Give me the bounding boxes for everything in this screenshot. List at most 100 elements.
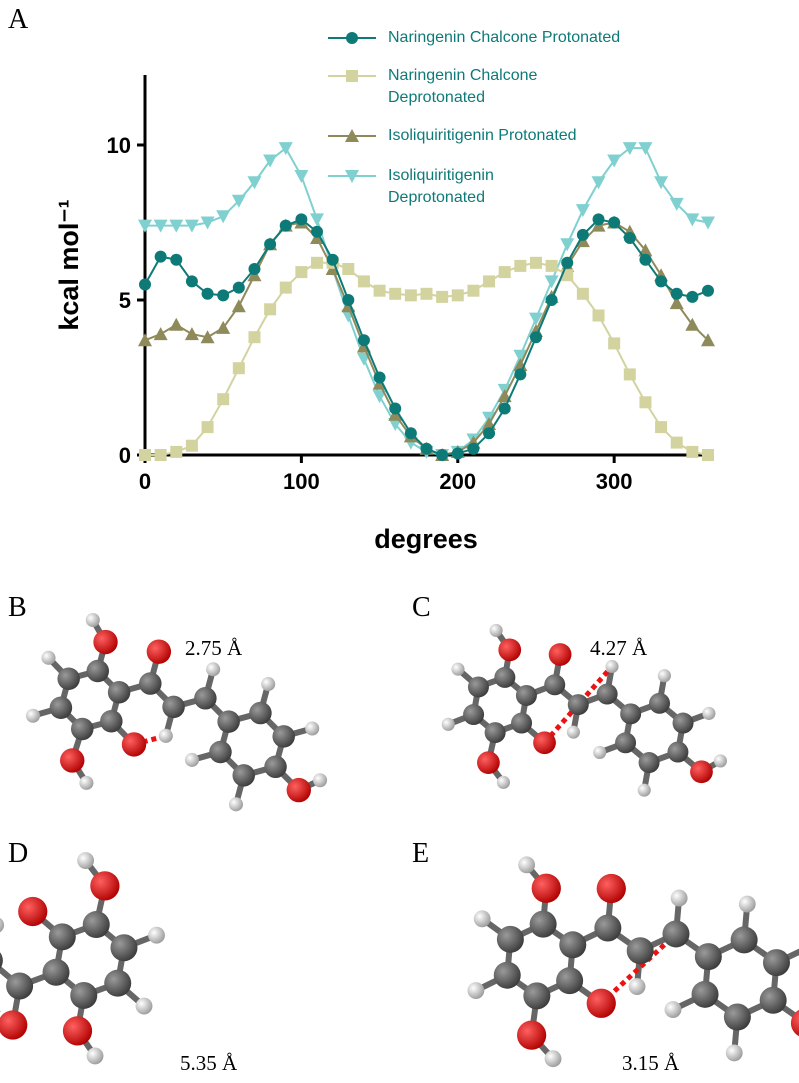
x-axis-label: degrees — [374, 524, 478, 554]
marker — [346, 70, 358, 82]
atom — [261, 677, 276, 692]
atom — [730, 926, 758, 954]
series — [139, 213, 714, 461]
marker — [686, 445, 699, 458]
y-tick-label: 5 — [119, 288, 131, 313]
atom — [264, 755, 287, 779]
marker — [345, 170, 359, 183]
atom — [0, 917, 5, 933]
marker — [342, 263, 355, 275]
atom — [18, 896, 48, 927]
atom — [62, 1016, 93, 1046]
atom — [672, 712, 694, 734]
atom — [515, 684, 537, 706]
atom — [305, 721, 320, 736]
marker — [670, 436, 683, 449]
atom — [690, 760, 713, 784]
marker — [655, 421, 668, 434]
atom — [286, 777, 311, 803]
marker — [154, 250, 167, 263]
marker — [295, 213, 308, 226]
atom — [209, 740, 232, 764]
atom — [249, 701, 272, 725]
marker — [608, 337, 621, 350]
atom — [90, 871, 120, 901]
atom — [77, 852, 95, 869]
marker — [311, 225, 324, 238]
atom — [85, 612, 100, 628]
atom — [738, 895, 756, 913]
atom — [232, 764, 255, 787]
marker — [247, 176, 262, 190]
marker — [655, 275, 668, 288]
marker — [263, 154, 278, 168]
atom — [567, 694, 589, 716]
atom — [593, 745, 607, 759]
marker — [670, 287, 683, 300]
marker — [607, 154, 622, 168]
panel-label: E — [412, 838, 429, 869]
marker — [451, 289, 464, 302]
atom — [626, 937, 654, 965]
marker — [483, 275, 496, 288]
marker — [217, 393, 230, 406]
marker — [231, 194, 246, 208]
atom — [158, 728, 173, 743]
marker — [138, 333, 152, 347]
marker — [169, 317, 184, 331]
atom — [0, 1010, 28, 1040]
x-tick-label: 100 — [283, 469, 320, 494]
series-line — [144, 218, 709, 457]
marker — [420, 442, 433, 455]
marker — [592, 213, 605, 226]
marker — [295, 266, 308, 279]
marker — [467, 442, 480, 455]
marker — [545, 259, 558, 272]
atom — [662, 920, 690, 948]
legend-key — [328, 32, 376, 44]
x-tick-label: 0 — [139, 469, 151, 494]
atom — [544, 1050, 562, 1068]
atom — [146, 639, 172, 664]
atom — [86, 659, 110, 683]
marker — [545, 294, 558, 306]
atom — [451, 662, 465, 676]
atom — [596, 683, 618, 705]
marker — [514, 259, 527, 272]
marker — [389, 402, 402, 415]
marker — [311, 256, 324, 269]
distance-line — [542, 664, 614, 745]
atom — [6, 972, 34, 1000]
atom — [93, 629, 118, 655]
marker — [560, 238, 575, 252]
marker — [686, 290, 699, 303]
marker — [404, 427, 417, 440]
marker — [685, 213, 700, 227]
marker — [357, 275, 370, 288]
atom — [670, 889, 688, 907]
atom — [494, 666, 516, 688]
atom — [605, 659, 619, 674]
marker — [373, 284, 386, 297]
atom — [586, 988, 616, 1018]
marker — [278, 142, 293, 156]
marker — [279, 219, 292, 232]
marker — [139, 449, 151, 461]
atom — [657, 669, 671, 683]
marker — [669, 296, 684, 310]
atom — [594, 914, 622, 942]
atom — [441, 717, 455, 731]
marker — [372, 390, 387, 404]
marker — [216, 320, 231, 334]
atom — [42, 958, 70, 986]
atom — [484, 722, 506, 744]
marker — [200, 216, 215, 230]
atom — [148, 926, 165, 944]
marker — [638, 142, 653, 156]
marker — [514, 368, 527, 381]
atom — [762, 949, 790, 977]
atom — [649, 692, 671, 714]
atom — [544, 674, 566, 696]
marker — [201, 421, 214, 434]
